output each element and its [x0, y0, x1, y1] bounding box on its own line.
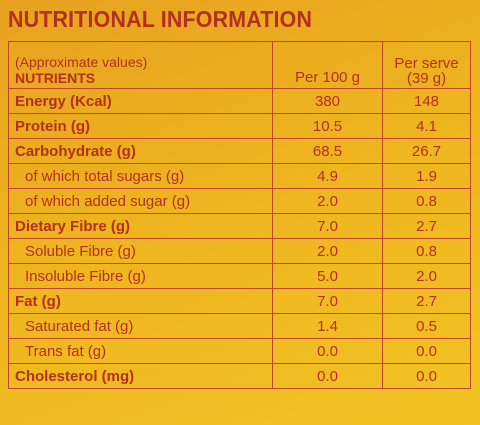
value-per-serve: 0.5	[382, 313, 471, 339]
nutrient-row: Soluble Fibre (g) 2.0 0.8	[8, 238, 471, 264]
nutrient-name: Saturated fat (g)	[8, 313, 273, 339]
value-per-100g: 68.5	[272, 138, 383, 164]
header-per-serve-line: (39 g)	[406, 70, 447, 87]
value-per-serve: 26.7	[382, 138, 471, 164]
value-per-100g: 7.0	[272, 288, 383, 314]
nutrient-name: Dietary Fibre (g)	[8, 213, 273, 239]
value-per-serve: 2.7	[382, 213, 471, 239]
value-per-100g: 10.5	[272, 113, 383, 139]
nutrient-name: Fat (g)	[8, 288, 273, 314]
value-per-100g: 0.0	[272, 338, 383, 364]
value-per-serve: 4.1	[382, 113, 471, 139]
value-per-serve: 0.0	[382, 363, 471, 389]
value-per-serve: 0.8	[382, 238, 471, 264]
nutrient-row: Cholesterol (mg) 0.0 0.0	[8, 363, 471, 389]
nutrient-row: Energy (Kcal) 380 148	[8, 88, 471, 114]
nutrient-name: Insoluble Fibre (g)	[8, 263, 273, 289]
header-per-100g: Per 100 g	[272, 41, 383, 89]
nutrient-row: Trans fat (g) 0.0 0.0	[8, 338, 471, 364]
value-per-100g: 4.9	[272, 163, 383, 189]
value-per-serve: 0.0	[382, 338, 471, 364]
value-per-100g: 1.4	[272, 313, 383, 339]
value-per-serve: 1.9	[382, 163, 471, 189]
header-per-serve: Per serve (39 g)	[382, 41, 471, 89]
nutrient-row: Fat (g) 7.0 2.7	[8, 288, 471, 314]
header-row: (Approximate values) NUTRIENTS Per 100 g…	[8, 41, 471, 89]
value-per-100g: 2.0	[272, 238, 383, 264]
header-cell: (Approximate values) NUTRIENTS	[8, 41, 273, 89]
header-nutrients: NUTRIENTS	[15, 70, 96, 86]
nutrient-name: Energy (Kcal)	[8, 88, 273, 114]
nutrient-row: Insoluble Fibre (g) 5.0 2.0	[8, 263, 471, 289]
nutrient-name: Carbohydrate (g)	[8, 138, 273, 164]
header-note: (Approximate values)	[15, 54, 148, 70]
value-per-100g: 0.0	[272, 363, 383, 389]
nutrient-row: Protein (g) 10.5 4.1	[8, 113, 471, 139]
nutrition-table: (Approximate values) NUTRIENTS Per 100 g…	[8, 41, 471, 389]
value-per-100g: 380	[272, 88, 383, 114]
value-per-serve: 0.8	[382, 188, 471, 214]
nutrient-name: of which total sugars (g)	[8, 163, 273, 189]
value-per-100g: 5.0	[272, 263, 383, 289]
header-per-serve-line: Per serve	[394, 55, 459, 72]
table-body: (Approximate values) NUTRIENTS Per 100 g…	[8, 41, 471, 389]
nutrient-row: Saturated fat (g) 1.4 0.5	[8, 313, 471, 339]
nutrient-name: Trans fat (g)	[8, 338, 273, 364]
nutrient-row: Dietary Fibre (g) 7.0 2.7	[8, 213, 471, 239]
nutrient-row: Carbohydrate (g) 68.5 26.7	[8, 138, 471, 164]
nutrient-row: of which added sugar (g) 2.0 0.8	[8, 188, 471, 214]
nutrient-name: of which added sugar (g)	[8, 188, 273, 214]
nutrient-row: of which total sugars (g) 4.9 1.9	[8, 163, 471, 189]
value-per-serve: 2.0	[382, 263, 471, 289]
nutrient-name: Protein (g)	[8, 113, 273, 139]
value-per-100g: 2.0	[272, 188, 383, 214]
value-per-serve: 2.7	[382, 288, 471, 314]
nutrient-name: Soluble Fibre (g)	[8, 238, 273, 264]
title: NUTRITIONAL INFORMATION	[8, 6, 313, 32]
value-per-serve: 148	[382, 88, 471, 114]
nutrient-name: Cholesterol (mg)	[8, 363, 273, 389]
value-per-100g: 7.0	[272, 213, 383, 239]
